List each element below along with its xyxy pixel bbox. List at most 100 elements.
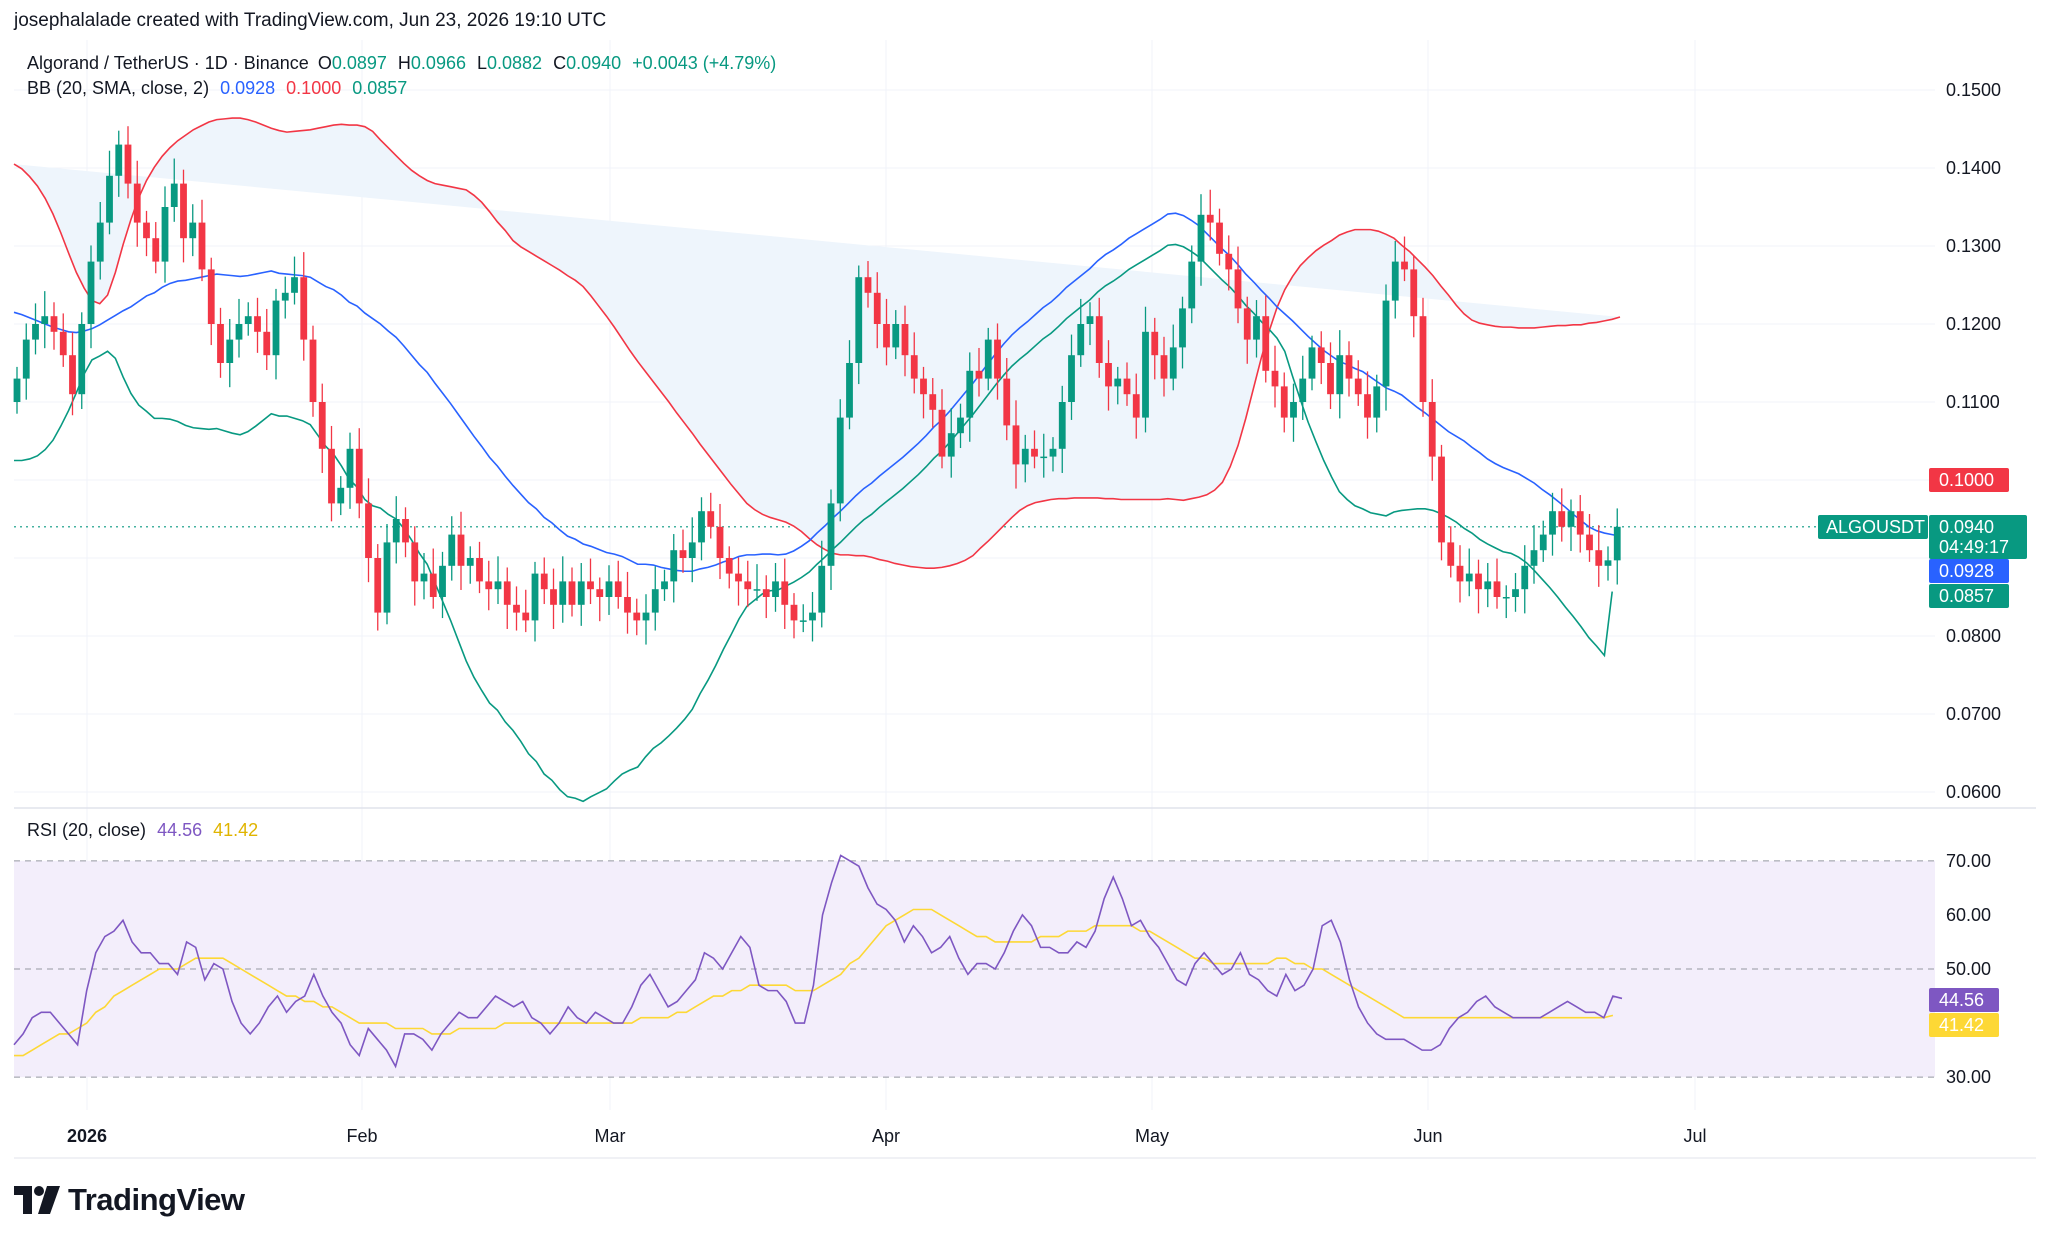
candle (809, 591, 816, 642)
candle (1132, 373, 1140, 439)
candle (735, 557, 742, 606)
candle (263, 308, 271, 371)
candle (1040, 433, 1048, 478)
candle (1123, 362, 1131, 406)
candle-body (744, 581, 752, 590)
legend-close: C0.0940 (553, 53, 622, 73)
symbol-tag-bg (1818, 515, 1928, 539)
candle-body (568, 581, 576, 605)
candle-body (1234, 269, 1242, 309)
candle (651, 566, 659, 631)
candle (198, 199, 206, 282)
bb-lower-line (14, 243, 1613, 803)
last-price-tag-bg (1929, 515, 2027, 559)
candle-body (1549, 511, 1556, 535)
legend-open: O0.0897 (317, 53, 387, 73)
chart-canvas[interactable]: 0.1500 0.1400 0.1300 0.1200 0.1100 0.1000 0.09… (0, 0, 2048, 1170)
candle (725, 546, 733, 589)
time-tick-label: Mar (595, 1126, 626, 1146)
candle (1530, 525, 1538, 584)
time-tick-label: Jul (1683, 1126, 1706, 1146)
candle-body (365, 503, 372, 558)
candle (1613, 508, 1621, 585)
candle (966, 352, 974, 442)
candle (513, 586, 520, 631)
candle (1456, 545, 1464, 603)
candle-body (106, 175, 113, 223)
candle-body (772, 581, 779, 597)
candle-body (180, 183, 187, 239)
candle (540, 557, 548, 605)
candle (605, 565, 613, 615)
legend-low: L0.0882 (477, 53, 543, 73)
candle-body (355, 448, 363, 504)
candle-body (383, 542, 391, 613)
candle-body (402, 519, 409, 543)
candle-body (929, 394, 937, 410)
tradingview-logo[interactable]: TradingView (14, 1182, 245, 1218)
time-tick-label: Feb (346, 1126, 377, 1146)
candle-body (1419, 316, 1427, 402)
candle (392, 496, 400, 564)
candle-body (1576, 511, 1584, 535)
candle-body (1271, 370, 1279, 387)
basis-tag-bg (1929, 559, 2009, 583)
candle (744, 560, 752, 608)
candle (1539, 520, 1547, 562)
candle (910, 332, 918, 394)
lower-band-tag-text: 0.0857 (1939, 586, 1994, 606)
candle-body (735, 573, 742, 582)
bb-upper-line (13, 117, 1621, 569)
candle-body (1512, 589, 1519, 597)
legend-rsi-value: 44.56 (157, 820, 203, 840)
candle (124, 126, 132, 199)
candle (1290, 383, 1297, 442)
candle-body (781, 581, 789, 605)
candle (96, 201, 104, 280)
candle (1364, 371, 1371, 439)
candle-body (716, 526, 724, 558)
candle-body (1179, 308, 1186, 348)
candle-body (809, 612, 816, 621)
basis-tag-text: 0.0928 (1939, 561, 1994, 581)
candle (1206, 189, 1214, 241)
candle-body (1243, 308, 1251, 340)
rsi-tick-label: 60.00 (1946, 905, 1991, 925)
candle-body (1188, 261, 1196, 309)
legend-bb-row: BB (20, SMA, close, 2) 0.0928 0.1000 0.0… (27, 78, 407, 99)
candle-body (1327, 363, 1334, 395)
chart-credit: josephalalade created with TradingView.c… (14, 10, 607, 31)
rsi-value-tag-bg (1929, 988, 1999, 1012)
candle (189, 204, 197, 257)
candlesticks (13, 126, 1621, 645)
candle (374, 544, 382, 631)
candle (87, 245, 95, 349)
candle (281, 276, 289, 319)
candle-body (679, 550, 687, 558)
candle (1179, 296, 1186, 369)
candle-body (559, 581, 567, 605)
candle (1058, 385, 1066, 473)
candle-body (1077, 324, 1085, 356)
candle-body (346, 448, 354, 488)
candle (411, 526, 419, 606)
candle (254, 297, 261, 353)
candle-body (883, 324, 890, 348)
price-tick-label: 0.0800 (1946, 626, 2001, 646)
candle (1216, 208, 1223, 266)
candle-body (624, 597, 631, 613)
candle-body (318, 402, 326, 449)
candle (873, 272, 881, 349)
candle-body (698, 511, 705, 543)
legend-symbol-row: Algorand / TetherUS · 1D · Binance O0.08… (27, 53, 776, 74)
candle-body (254, 316, 261, 332)
rsi-tick-label: 50.00 (1946, 959, 1991, 979)
candle (587, 558, 594, 605)
legend-bb-upper: 0.1000 (286, 78, 342, 98)
candle-body (1456, 565, 1464, 582)
candle (1188, 245, 1196, 324)
candle-body (633, 612, 641, 621)
candle-body (1003, 378, 1011, 426)
candle-body (1382, 300, 1390, 387)
candle (244, 302, 252, 336)
